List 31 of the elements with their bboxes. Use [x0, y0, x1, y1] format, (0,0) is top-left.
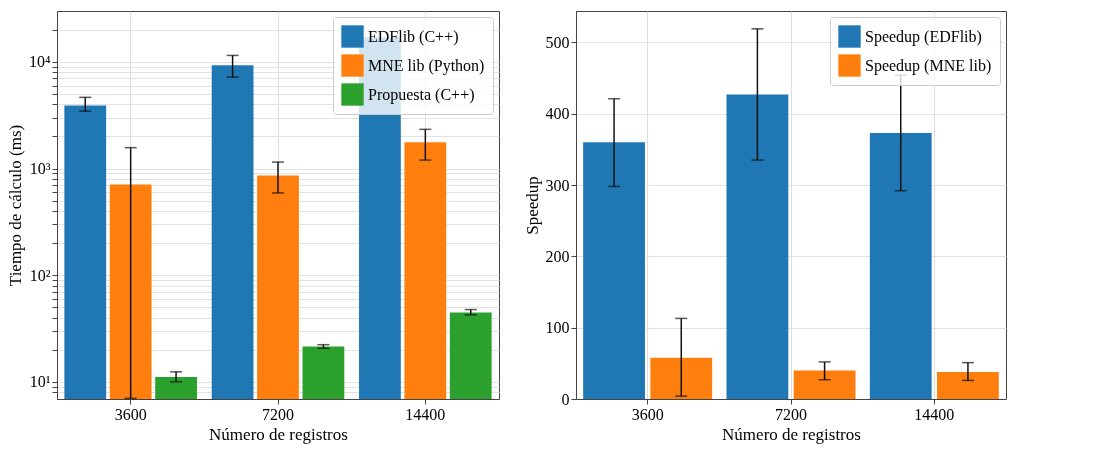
y-tick-label: 100	[545, 319, 570, 337]
legend-label: MNE lib (Python)	[368, 56, 485, 75]
bar	[793, 370, 856, 399]
y-tick-label: 0	[561, 390, 570, 408]
legend-label: EDFlib (C++)	[368, 27, 459, 46]
y-axis-title: Tiempo de cálculo (ms)	[5, 124, 25, 287]
y-tick-label: 10²	[29, 266, 51, 284]
x-tick-label: 3600	[631, 405, 664, 423]
x-tick-label: 14400	[405, 405, 446, 423]
x-tick-label: 7200	[262, 405, 294, 423]
y-tick-label: 10⁴	[28, 53, 51, 71]
legend-label: Speedup (MNE lib)	[865, 56, 992, 75]
y-axis-title: Speedup	[522, 176, 542, 235]
y-tick-label: 200	[545, 247, 570, 265]
y-tick-label: 500	[545, 33, 570, 51]
x-axis-title: Número de registros	[209, 424, 348, 444]
y-tick-label: 10¹	[29, 373, 51, 391]
bar	[583, 142, 645, 399]
x-axis-title: Número de registros	[722, 424, 861, 444]
x-tick-label: 3600	[114, 405, 147, 423]
legend-label: Speedup (EDFlib)	[865, 27, 982, 46]
x-tick-label: 14400	[914, 405, 955, 423]
legend-label: Propuesta (C++)	[368, 85, 475, 104]
bar	[937, 371, 999, 399]
bar	[869, 132, 932, 399]
bar	[650, 357, 713, 399]
y-tick-label: 300	[545, 176, 570, 194]
bar	[726, 94, 789, 399]
y-tick-label: 10³	[29, 160, 51, 178]
x-tick-label: 7200	[775, 405, 807, 423]
y-tick-label: 400	[545, 105, 570, 123]
